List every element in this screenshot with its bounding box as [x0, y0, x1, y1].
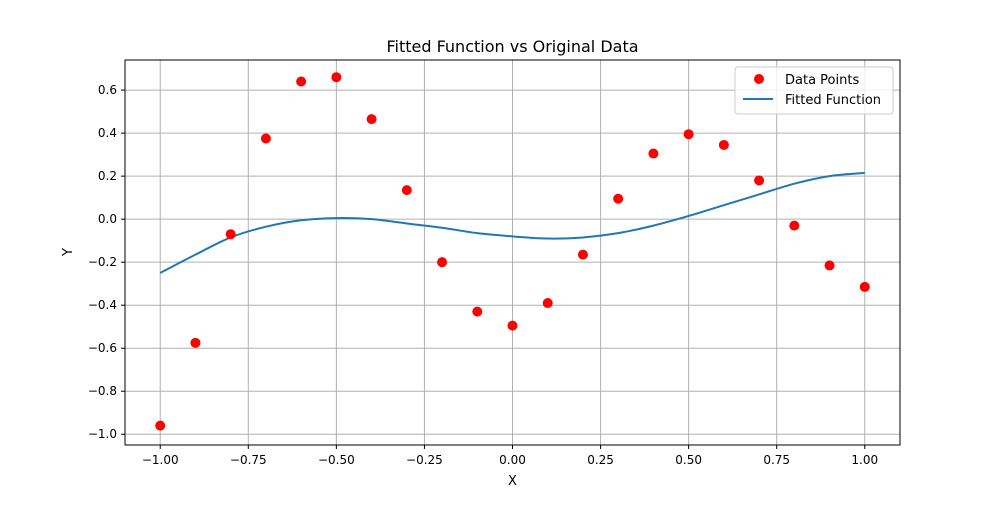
y-tick-label: −0.4: [88, 298, 117, 312]
fitted-function-line: [159, 171, 865, 274]
data-point: [260, 133, 271, 144]
x-tick-label: 0.75: [763, 453, 790, 467]
y-tick-label: 0.6: [98, 83, 117, 97]
y-tick-label: −1.0: [88, 427, 117, 441]
data-point: [789, 220, 800, 231]
legend-label-fitted-function: Fitted Function: [785, 93, 881, 108]
data-point: [401, 185, 412, 196]
data-point: [648, 148, 659, 159]
x-tick-label: 0.50: [675, 453, 702, 467]
axis-ticks: −1.00 −0.75 −0.50 −0.25 0.00 0.25 0.50 0.75 1.00…: [88, 83, 878, 467]
data-point: [859, 281, 870, 292]
data-point: [824, 260, 835, 271]
x-tick-label: −0.75: [230, 453, 267, 467]
chart-title: Fitted Function vs Original Data: [386, 37, 638, 56]
y-tick-label: −0.6: [88, 341, 117, 355]
legend-label-data-points: Data Points: [785, 73, 859, 88]
data-point: [190, 337, 201, 348]
x-tick-label: 1.00: [851, 453, 878, 467]
x-tick-label: −1.00: [142, 453, 179, 467]
y-axis-label: Y: [61, 248, 76, 257]
x-tick-label: −0.50: [318, 453, 355, 467]
y-tick-label: 0.2: [98, 169, 117, 183]
data-point: [542, 298, 553, 309]
data-point: [331, 72, 342, 83]
data-point: [683, 129, 694, 140]
data-point: [718, 139, 729, 150]
legend: Data Points Fitted Function: [734, 66, 894, 115]
y-tick-label: 0.0: [98, 212, 117, 226]
data-point: [507, 320, 518, 331]
legend-marker-data-points: [754, 74, 764, 84]
scatter-series: [155, 72, 870, 431]
y-tick-label: −0.2: [88, 255, 117, 269]
x-axis-label: X: [508, 474, 517, 489]
data-point: [577, 249, 588, 260]
x-tick-label: 0.25: [587, 453, 614, 467]
x-tick-label: −0.25: [406, 453, 443, 467]
data-point: [613, 193, 624, 204]
legend-box: [734, 66, 894, 115]
data-point: [225, 229, 236, 240]
data-point: [296, 76, 307, 87]
grid: [125, 60, 900, 445]
data-point: [155, 420, 166, 431]
data-point: [472, 306, 483, 317]
data-point: [754, 175, 765, 186]
data-point: [437, 257, 448, 268]
line-series: [159, 171, 865, 274]
x-tick-label: 0.00: [499, 453, 526, 467]
y-tick-label: −0.8: [88, 384, 117, 398]
y-tick-label: 0.4: [98, 126, 117, 140]
data-point: [366, 114, 377, 125]
